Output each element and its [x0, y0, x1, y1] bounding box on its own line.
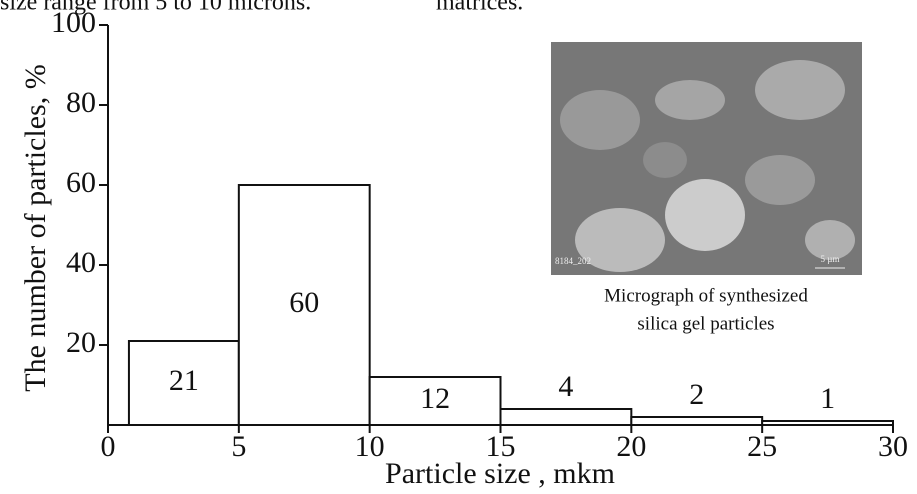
bar: [501, 409, 632, 425]
data-label: 60: [289, 286, 319, 319]
inset-caption: Micrograph of synthesized: [604, 285, 808, 306]
particle: [745, 155, 815, 205]
scale-bar-label: 5 µm: [821, 254, 840, 264]
x-tick-label: 30: [878, 430, 908, 463]
page-text: matrices.: [436, 0, 523, 16]
micrograph: 8184_202 5 µm: [551, 42, 862, 275]
y-tick-label: 100: [51, 6, 96, 39]
y-axis-label: The number of particles, %: [19, 64, 52, 391]
particle: [665, 179, 745, 251]
particle: [643, 142, 687, 178]
x-tick-label: 0: [101, 430, 116, 463]
particle: [755, 60, 845, 120]
y-tick-label: 20: [66, 326, 96, 359]
data-label: 21: [169, 364, 199, 397]
x-tick-label: 15: [486, 430, 516, 463]
chart: size range from 5 to 10 microns. matrice…: [0, 0, 917, 494]
y-tick-label: 40: [66, 246, 96, 279]
data-label: 2: [689, 378, 704, 411]
x-tick-label: 25: [747, 430, 777, 463]
y-tick-label: 60: [66, 166, 96, 199]
data-label: 1: [820, 382, 835, 415]
y-tick-label: 80: [66, 86, 96, 119]
x-tick-label: 10: [355, 430, 385, 463]
x-tick-label: 20: [616, 430, 646, 463]
page-text: size range from 5 to 10 microns.: [0, 0, 311, 16]
data-label: 4: [558, 370, 573, 403]
image-id: 8184_202: [555, 256, 591, 266]
particle: [655, 80, 725, 120]
particle: [560, 90, 640, 150]
inset-caption: silica gel particles: [637, 313, 774, 334]
data-label: 12: [420, 382, 450, 415]
bar: [631, 417, 762, 425]
x-tick-label: 5: [231, 430, 246, 463]
